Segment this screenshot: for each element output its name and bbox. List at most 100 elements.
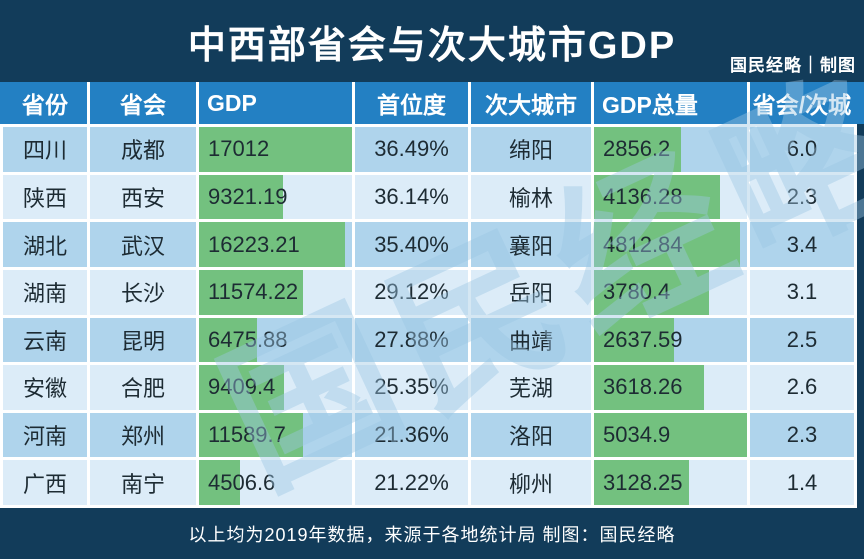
column-header-second-city: 次大城市 <box>468 82 591 124</box>
cell-primacy: 36.49% <box>355 127 468 172</box>
cell-primacy: 36.14% <box>355 174 468 220</box>
second-gdp-bar <box>594 365 704 410</box>
cell-primacy: 27.88% <box>355 317 468 363</box>
cell-primacy: 35.40% <box>355 222 468 267</box>
title-bar: 中西部省会与次大城市GDP 国民经略｜制图 <box>0 0 864 82</box>
cell-second-gdp: 2637.59 <box>594 317 747 363</box>
cell-second-city: 洛阳 <box>471 412 591 458</box>
cell-value: 3780.4 <box>603 279 671 305</box>
second-gdp-bar <box>594 412 747 458</box>
gdp-bar <box>199 412 304 458</box>
cell-capital: 西安 <box>90 174 196 220</box>
credit-label: 国民经略｜制图 <box>730 56 856 75</box>
cell-ratio: 2.3 <box>750 174 854 220</box>
gdp-bar <box>199 222 345 267</box>
cell-gdp: 11589.7 <box>199 412 352 458</box>
cell-second-city: 芜湖 <box>471 365 591 410</box>
cell-second-city: 曲靖 <box>471 317 591 363</box>
table-row: 湖北 武汉 16223.21 35.40% 襄阳 4812.84 3.4 <box>0 222 857 267</box>
cell-capital: 昆明 <box>90 317 196 363</box>
second-gdp-bar <box>594 127 681 172</box>
cell-ratio: 3.1 <box>750 269 854 315</box>
cell-value: 4506.6 <box>208 469 276 495</box>
cell-value: 6475.88 <box>208 326 288 352</box>
cell-primacy: 21.22% <box>355 460 468 505</box>
cell-province: 湖南 <box>3 269 87 315</box>
column-header-gdp: GDP <box>196 82 352 124</box>
gdp-bar <box>199 317 258 363</box>
cell-province: 云南 <box>3 317 87 363</box>
second-gdp-bar <box>594 222 741 267</box>
cell-second-gdp: 2856.2 <box>594 127 747 172</box>
gdp-bar <box>199 127 352 172</box>
cell-ratio: 2.3 <box>750 412 854 458</box>
cell-value: 3618.26 <box>603 374 683 400</box>
gdp-bar <box>199 174 283 220</box>
cell-ratio: 3.4 <box>750 222 854 267</box>
second-gdp-bar <box>594 174 720 220</box>
table-row: 陕西 西安 9321.19 36.14% 榆林 4136.28 2.3 <box>0 174 857 220</box>
table-row: 广西 南宁 4506.6 21.22% 柳州 3128.25 1.4 <box>0 460 857 505</box>
cell-value: 9321.19 <box>208 183 288 209</box>
table-header-row: 省份 省会 GDP 首位度 次大城市 GDP总量 省会/次城 <box>0 82 864 124</box>
cell-province: 陕西 <box>3 174 87 220</box>
cell-second-gdp: 3618.26 <box>594 365 747 410</box>
cell-second-gdp: 5034.9 <box>594 412 747 458</box>
cell-value: 17012 <box>208 136 270 162</box>
cell-capital: 合肥 <box>90 365 196 410</box>
gdp-bar <box>199 365 284 410</box>
cell-ratio: 2.5 <box>750 317 854 363</box>
cell-value: 4812.84 <box>603 231 683 257</box>
cell-gdp: 4506.6 <box>199 460 352 505</box>
second-gdp-bar <box>594 317 675 363</box>
cell-value: 4136.28 <box>603 183 683 209</box>
cell-capital: 成都 <box>90 127 196 172</box>
cell-ratio: 6.0 <box>750 127 854 172</box>
gdp-bar <box>199 460 240 505</box>
cell-second-gdp: 4812.84 <box>594 222 747 267</box>
cell-gdp: 17012 <box>199 127 352 172</box>
cell-province: 广西 <box>3 460 87 505</box>
cell-primacy: 29.12% <box>355 269 468 315</box>
column-header-primacy: 首位度 <box>352 82 468 124</box>
cell-gdp: 9409.4 <box>199 365 352 410</box>
cell-value: 2856.2 <box>603 136 671 162</box>
cell-second-gdp: 3128.25 <box>594 460 747 505</box>
cell-capital: 武汉 <box>90 222 196 267</box>
cell-ratio: 1.4 <box>750 460 854 505</box>
table-row: 湖南 长沙 11574.22 29.12% 岳阳 3780.4 3.1 <box>0 269 857 315</box>
second-gdp-bar <box>594 460 689 505</box>
cell-primacy: 25.35% <box>355 365 468 410</box>
cell-province: 四川 <box>3 127 87 172</box>
cell-second-gdp: 4136.28 <box>594 174 747 220</box>
table-body: 四川 成都 17012 36.49% 绵阳 2856.2 6.0 陕西 西安 9321.19 36.… <box>0 124 857 508</box>
table-row: 四川 成都 17012 36.49% 绵阳 2856.2 6.0 <box>0 127 857 172</box>
cell-gdp: 6475.88 <box>199 317 352 363</box>
cell-gdp: 9321.19 <box>199 174 352 220</box>
table-row: 河南 郑州 11589.7 21.36% 洛阳 5034.9 2.3 <box>0 412 857 458</box>
cell-second-city: 岳阳 <box>471 269 591 315</box>
cell-value: 2637.59 <box>603 326 683 352</box>
cell-province: 河南 <box>3 412 87 458</box>
cell-value: 3128.25 <box>603 469 683 495</box>
cell-second-city: 绵阳 <box>471 127 591 172</box>
cell-second-city: 榆林 <box>471 174 591 220</box>
cell-capital: 郑州 <box>90 412 196 458</box>
cell-primacy: 21.36% <box>355 412 468 458</box>
table-row: 安徽 合肥 9409.4 25.35% 芜湖 3618.26 2.6 <box>0 365 857 410</box>
second-gdp-bar <box>594 269 709 315</box>
cell-second-city: 柳州 <box>471 460 591 505</box>
column-header-province: 省份 <box>22 92 68 118</box>
cell-province: 安徽 <box>3 365 87 410</box>
table-row: 云南 昆明 6475.88 27.88% 曲靖 2637.59 2.5 <box>0 317 857 363</box>
page-title: 中西部省会与次大城市GDP <box>187 25 677 67</box>
column-header-capital: 省会 <box>87 82 196 124</box>
cell-second-city: 襄阳 <box>471 222 591 267</box>
cell-capital: 南宁 <box>90 460 196 505</box>
cell-second-gdp: 3780.4 <box>594 269 747 315</box>
footer-note: 以上均为2019年数据，来源于各地统计局 制图：国民经略 <box>188 524 676 545</box>
cell-value: 9409.4 <box>208 374 276 400</box>
cell-value: 5034.9 <box>603 422 671 448</box>
cell-capital: 长沙 <box>90 269 196 315</box>
cell-value: 16223.21 <box>208 231 300 257</box>
